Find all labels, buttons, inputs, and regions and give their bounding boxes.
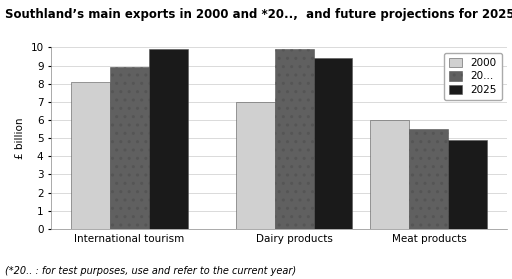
Text: (*20.. : for test purposes, use and refer to the current year): (*20.. : for test purposes, use and refe… — [5, 266, 296, 276]
Bar — [236, 102, 274, 229]
Bar — [410, 129, 449, 229]
Bar — [274, 49, 313, 229]
Bar — [110, 67, 148, 229]
Bar — [371, 120, 410, 229]
Text: Southland’s main exports in 2000 and *20..,  and future projections for 2025: Southland’s main exports in 2000 and *20… — [5, 8, 512, 21]
Legend: 2000, 20..., 2025: 2000, 20..., 2025 — [444, 53, 502, 100]
Bar — [71, 82, 110, 229]
Bar — [449, 140, 487, 229]
Bar — [313, 58, 352, 229]
Bar — [148, 49, 187, 229]
Y-axis label: £ billion: £ billion — [15, 117, 25, 159]
